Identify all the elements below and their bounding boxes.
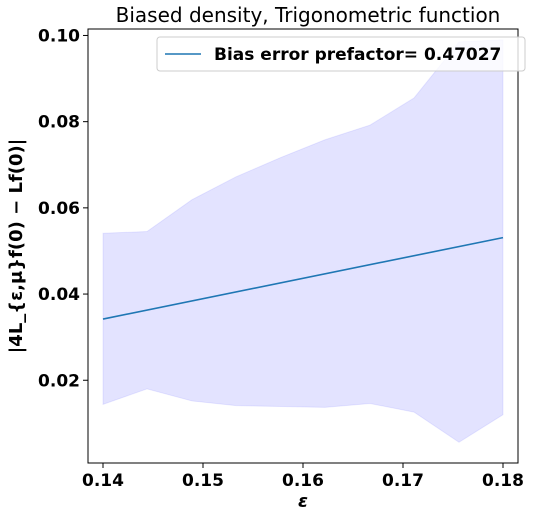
y-axis-label: |4L_{ε,μ}f(0) − Lf(0)| — [6, 139, 27, 354]
y-tick-label: 0.06 — [38, 199, 80, 219]
y-tick-label: 0.10 — [38, 26, 80, 46]
y-axis: 0.02 0.04 0.06 0.08 0.10 — [38, 26, 88, 391]
x-tick-label: 0.14 — [82, 471, 124, 491]
legend: Bias error prefactor= 0.47027 — [156, 36, 526, 72]
y-axis-label-text: |4L_{ε,μ}f(0) − Lf(0)| — [6, 139, 27, 354]
x-axis-label: ε — [298, 491, 308, 512]
x-tick-label: 0.15 — [182, 471, 224, 491]
x-tick-label: 0.17 — [382, 471, 424, 491]
x-tick-label: 0.16 — [282, 471, 324, 491]
series-line-0 — [102, 236, 504, 320]
y-tick-label: 0.08 — [38, 113, 80, 133]
x-tick-label: 0.18 — [482, 471, 524, 491]
confidence-band — [102, 39, 504, 443]
legend-label: Bias error prefactor= 0.47027 — [214, 45, 501, 65]
x-axis: 0.14 0.15 0.16 0.17 0.18 — [82, 463, 524, 491]
chart-title: Biased density, Trigonometric function — [116, 3, 501, 27]
plot-area — [102, 39, 504, 443]
y-tick-label: 0.02 — [38, 371, 80, 391]
y-tick-label: 0.04 — [38, 285, 80, 305]
legend-box — [156, 36, 526, 72]
